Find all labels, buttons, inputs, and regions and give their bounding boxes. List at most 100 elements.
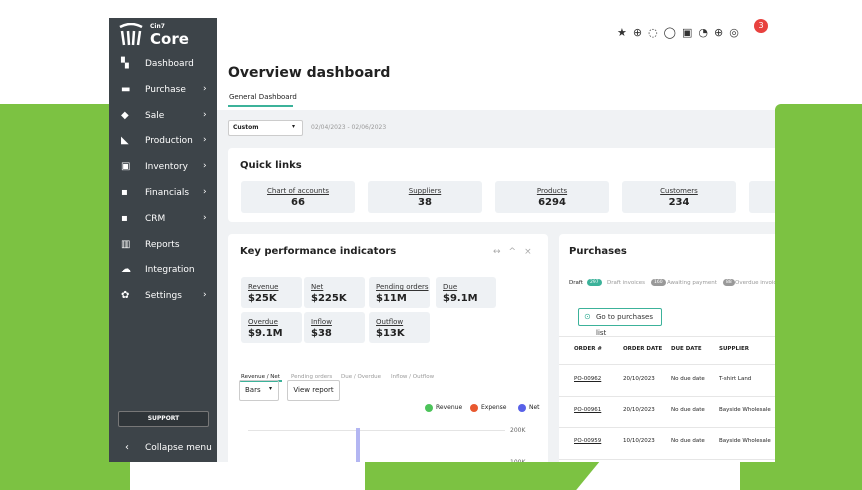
cell: 20/10/2023 <box>623 376 655 382</box>
quick-link-label: Products <box>536 187 568 195</box>
purchase-tab[interactable]: Awaiting payment <box>667 280 717 286</box>
purchase-tab[interactable]: Draft <box>569 280 583 286</box>
order-link[interactable]: PO-00962 <box>574 376 602 382</box>
purchases-title: Purchases <box>569 246 627 257</box>
range-value: Custom <box>233 124 259 131</box>
nav-icon: ☁ <box>121 264 131 276</box>
kpi-tile[interactable]: Net $225K <box>304 277 365 308</box>
purchase-tab[interactable]: Overdue invoices <box>735 280 775 286</box>
card-controls[interactable]: ↔^× <box>493 247 540 257</box>
collapse-icon: ‹ <box>125 442 129 453</box>
tab-count: 297 <box>587 279 602 286</box>
caret: ▾ <box>292 123 296 130</box>
nav-item[interactable]: Inventory <box>145 162 188 173</box>
kpi-tab[interactable]: Due / Overdue <box>341 374 381 380</box>
nav-item[interactable]: Sale <box>145 110 165 121</box>
legend-label: Expense <box>481 404 507 411</box>
page-title: Overview dashboard <box>228 65 391 81</box>
nav-item[interactable]: Settings <box>145 291 182 302</box>
grid-line <box>248 430 505 431</box>
nav-icon: ▪ <box>121 187 128 198</box>
kpi-tile[interactable]: Inflow $38 <box>304 312 365 343</box>
kpi-card: Key performance indicators ↔^× Bars ▾ Vi… <box>228 234 548 462</box>
green-shape <box>0 104 130 490</box>
kpi-value: $38 <box>311 328 332 339</box>
quick-link-value: 6294 <box>538 197 566 208</box>
tab-count: 160 <box>651 279 666 286</box>
kpi-tab[interactable]: Revenue / Net <box>241 374 280 380</box>
row-divider <box>559 364 775 365</box>
kpi-tile[interactable]: Outflow $13K <box>369 312 430 343</box>
row-divider <box>559 396 775 397</box>
legend-dot <box>425 404 433 412</box>
quick-link[interactable]: Suppliers 38 <box>368 181 482 213</box>
header-icons[interactable]: ★⊕◌◯▣◔⊕◎ <box>617 26 745 39</box>
header: ★⊕◌◯▣◔⊕◎ 3 Overview dashboard General Da… <box>217 18 775 110</box>
kpi-value: $9.1M <box>443 293 478 304</box>
nav-icon: ▥ <box>121 238 131 250</box>
kpi-tab[interactable]: Pending orders <box>291 374 333 380</box>
date-range: 02/04/2023 - 02/06/2023 <box>311 124 387 131</box>
kpi-title: Key performance indicators <box>240 246 397 257</box>
collapse-menu[interactable]: Collapse menu <box>145 443 212 453</box>
sidebar: Cin7 Core SUPPORT ‹ Collapse menu ▚ Dashb… <box>109 18 217 462</box>
nav-arrow: › <box>203 212 207 223</box>
view-report-button[interactable]: View report <box>287 380 340 401</box>
quick-link-label: Suppliers <box>408 187 442 195</box>
cell: 20/10/2023 <box>623 407 655 413</box>
nav-item[interactable]: Integration <box>145 265 195 276</box>
nav-icon: ◆ <box>121 109 129 121</box>
cell: No due date <box>671 438 705 444</box>
cell: T-shirt Land <box>719 376 752 382</box>
column-header: DUE DATE <box>671 346 702 352</box>
kpi-value: $11M <box>376 293 407 304</box>
dashboard-tab[interactable]: General Dashboard <box>229 93 297 101</box>
nav-arrow: › <box>203 187 207 197</box>
kpi-tile[interactable]: Revenue $25K <box>241 277 302 308</box>
kpi-tile[interactable]: Due $9.1M <box>436 277 496 308</box>
kpi-label: Net <box>311 283 324 291</box>
app-window: Cin7 Core SUPPORT ‹ Collapse menu ▚ Dashb… <box>109 18 775 462</box>
order-link[interactable]: PO-00959 <box>574 438 602 444</box>
nav-item[interactable]: Reports <box>145 239 180 250</box>
green-shape <box>775 104 862 490</box>
chart-type: Bars <box>245 386 261 394</box>
purchases-list-button[interactable]: ⊙ Go to purchases list <box>578 308 662 337</box>
kpi-value: $225K <box>311 293 347 304</box>
nav-item[interactable]: Production <box>145 136 193 147</box>
quick-link[interactable] <box>749 181 775 213</box>
order-link[interactable]: PO-00961 <box>574 407 602 413</box>
brand-small: Cin7 <box>150 23 165 30</box>
nav-icon: ▚ <box>121 58 129 69</box>
button-label: Go to purchases list <box>596 313 653 337</box>
nav-item[interactable]: CRM <box>145 213 166 224</box>
quick-link-value: 66 <box>291 197 305 208</box>
quick-links-card: Quick links Chart of accounts 66 Suppliers… <box>228 148 775 222</box>
support-button[interactable]: SUPPORT <box>118 411 209 427</box>
nav-arrow: › <box>203 83 207 94</box>
nav-arrow: › <box>203 161 207 172</box>
quick-link[interactable]: Chart of accounts 66 <box>241 181 355 213</box>
range-select[interactable]: Custom ▾ <box>228 120 303 136</box>
kpi-label: Inflow <box>311 318 332 326</box>
nav-item[interactable]: Dashboard <box>145 59 194 69</box>
quick-link[interactable]: Products 6294 <box>495 181 609 213</box>
nav-item[interactable]: Purchase <box>145 84 186 95</box>
brand-name: Core <box>150 30 189 48</box>
chart-type-select[interactable]: Bars ▾ <box>239 380 279 401</box>
nav-item[interactable]: Financials <box>145 188 190 198</box>
kpi-tile[interactable]: Overdue $9.1M <box>241 312 302 343</box>
quick-link[interactable]: Customers 234 <box>622 181 736 213</box>
kpi-tab[interactable]: Inflow / Outflow <box>391 374 435 380</box>
legend-label: Net <box>529 404 540 411</box>
quick-link-label: Customers <box>660 187 698 195</box>
kpi-value: $9.1M <box>248 328 283 339</box>
axis-label: 200K <box>510 427 526 434</box>
nav-icon: ▬ <box>121 83 131 95</box>
legend-label: Revenue <box>436 404 463 411</box>
purchase-tab[interactable]: Draft invoices <box>607 280 646 286</box>
kpi-tile[interactable]: Pending orders $11M <box>369 277 430 308</box>
quick-links-title: Quick links <box>240 160 302 171</box>
cell: Bayside Wholesale <box>719 407 771 413</box>
